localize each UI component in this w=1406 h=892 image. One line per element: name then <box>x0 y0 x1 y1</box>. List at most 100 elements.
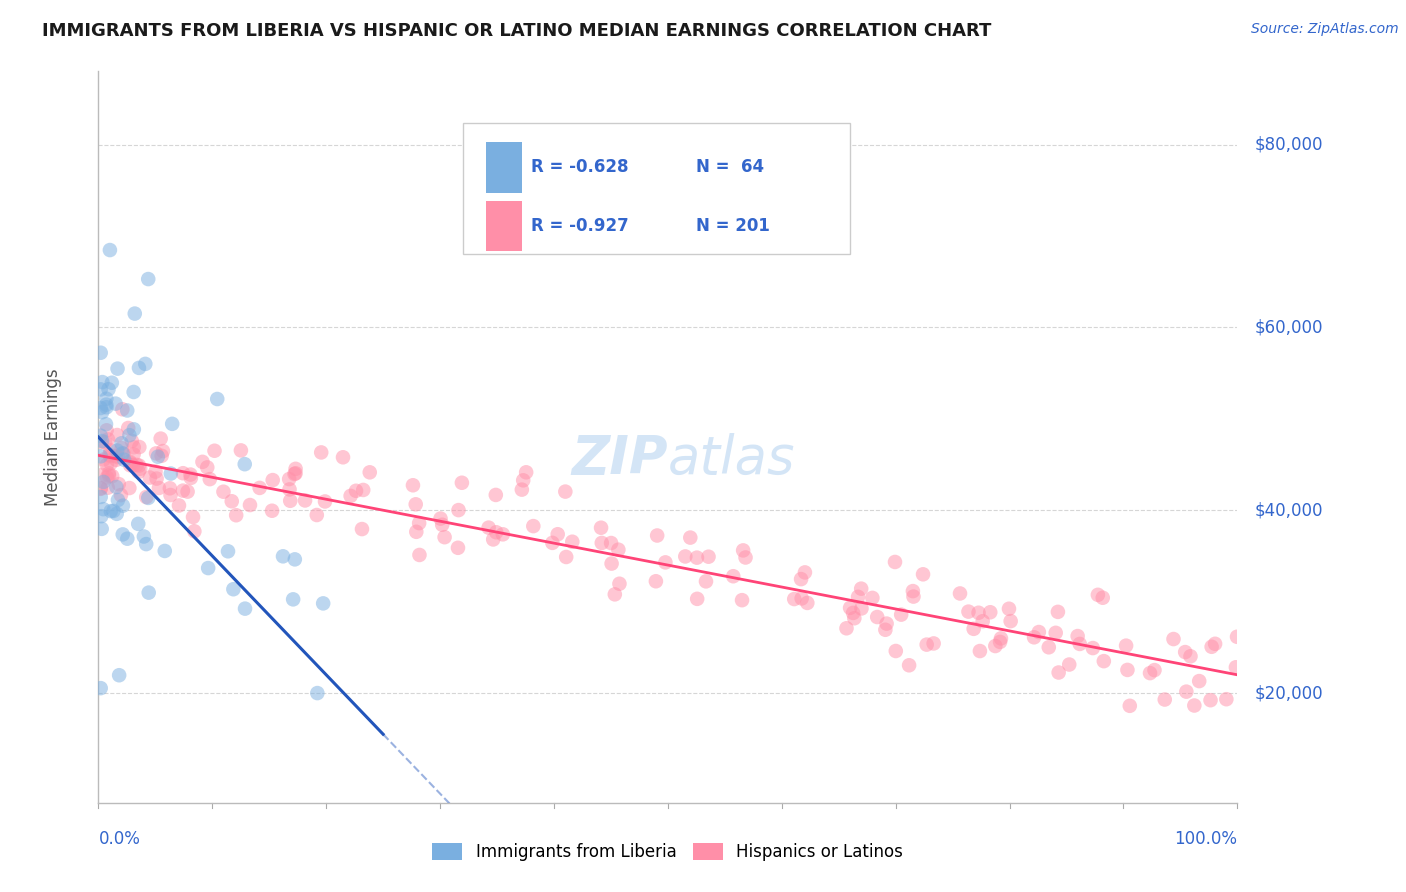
Point <box>876 616 898 631</box>
Point <box>1028 625 1050 640</box>
Point <box>96 423 118 437</box>
Point <box>492 527 515 541</box>
Point <box>541 536 564 550</box>
Point <box>135 537 157 551</box>
Point <box>118 428 141 442</box>
Text: R = -0.628: R = -0.628 <box>531 158 628 177</box>
Point <box>90 345 112 359</box>
Point <box>98 243 121 257</box>
Point <box>522 519 544 533</box>
Point <box>150 449 173 463</box>
Point <box>915 638 938 652</box>
Point <box>91 502 114 516</box>
Point <box>105 443 128 458</box>
Point <box>104 396 127 410</box>
Point <box>120 458 142 473</box>
Point <box>988 635 1011 649</box>
Point <box>796 596 818 610</box>
Point <box>121 458 143 473</box>
Point <box>103 504 125 518</box>
Point <box>122 422 145 436</box>
Point <box>686 591 709 606</box>
FancyBboxPatch shape <box>485 142 522 193</box>
Point <box>107 493 129 508</box>
Point <box>332 450 354 465</box>
Point <box>405 524 427 539</box>
Point <box>731 593 754 607</box>
Point <box>96 392 118 406</box>
Point <box>195 460 218 475</box>
Point <box>125 458 148 472</box>
Point <box>139 470 162 484</box>
Point <box>984 639 1007 653</box>
Point <box>589 521 612 535</box>
Point <box>402 478 425 492</box>
Point <box>111 446 134 460</box>
Point <box>1087 588 1109 602</box>
Point <box>105 452 128 467</box>
Point <box>1115 639 1137 653</box>
Point <box>734 550 756 565</box>
Point <box>949 586 972 600</box>
Point <box>1163 632 1185 646</box>
Point <box>160 417 183 431</box>
Text: 100.0%: 100.0% <box>1174 830 1237 848</box>
Point <box>98 448 121 462</box>
Point <box>90 383 112 397</box>
Point <box>1119 698 1142 713</box>
Point <box>97 467 120 481</box>
Point <box>860 591 883 605</box>
Point <box>283 467 305 481</box>
Point <box>884 644 907 658</box>
Point <box>512 473 534 487</box>
Point <box>221 494 243 508</box>
Point <box>697 549 720 564</box>
Point <box>97 481 120 495</box>
Point <box>278 493 301 508</box>
Point <box>1153 692 1175 706</box>
Point <box>90 401 112 415</box>
Point <box>723 569 745 583</box>
Point <box>1045 625 1067 640</box>
Point <box>180 471 202 485</box>
Text: IMMIGRANTS FROM LIBERIA VS HISPANIC OR LATINO MEDIAN EARNINGS CORRELATION CHART: IMMIGRANTS FROM LIBERIA VS HISPANIC OR L… <box>42 22 991 40</box>
Point <box>153 544 176 558</box>
Point <box>96 401 118 415</box>
Point <box>159 467 181 481</box>
Point <box>839 600 862 615</box>
Text: N = 201: N = 201 <box>696 217 770 235</box>
Point <box>111 499 134 513</box>
Point <box>197 561 219 575</box>
Text: $60,000: $60,000 <box>1254 318 1323 336</box>
Point <box>305 508 328 522</box>
Point <box>134 357 156 371</box>
Point <box>110 436 132 450</box>
Point <box>107 450 129 464</box>
Point <box>979 605 1001 619</box>
Point <box>1092 654 1115 668</box>
Point <box>1000 614 1022 628</box>
Point <box>94 417 117 432</box>
Point <box>790 572 813 586</box>
Point <box>1215 692 1237 706</box>
Point <box>146 450 169 464</box>
Point <box>278 483 301 497</box>
Point <box>1199 693 1222 707</box>
Point <box>645 528 668 542</box>
Point <box>172 467 194 481</box>
Point <box>198 472 221 486</box>
Point <box>607 542 630 557</box>
Point <box>105 480 128 494</box>
Point <box>233 601 256 615</box>
Point <box>969 644 991 658</box>
Point <box>432 517 454 532</box>
Point <box>135 490 157 504</box>
Text: Median Earnings: Median Earnings <box>44 368 62 506</box>
Point <box>1066 629 1088 643</box>
Point <box>117 403 139 417</box>
Point <box>903 590 925 604</box>
Point <box>159 488 181 502</box>
Point <box>352 483 374 497</box>
Point <box>91 405 114 419</box>
Point <box>851 582 873 596</box>
